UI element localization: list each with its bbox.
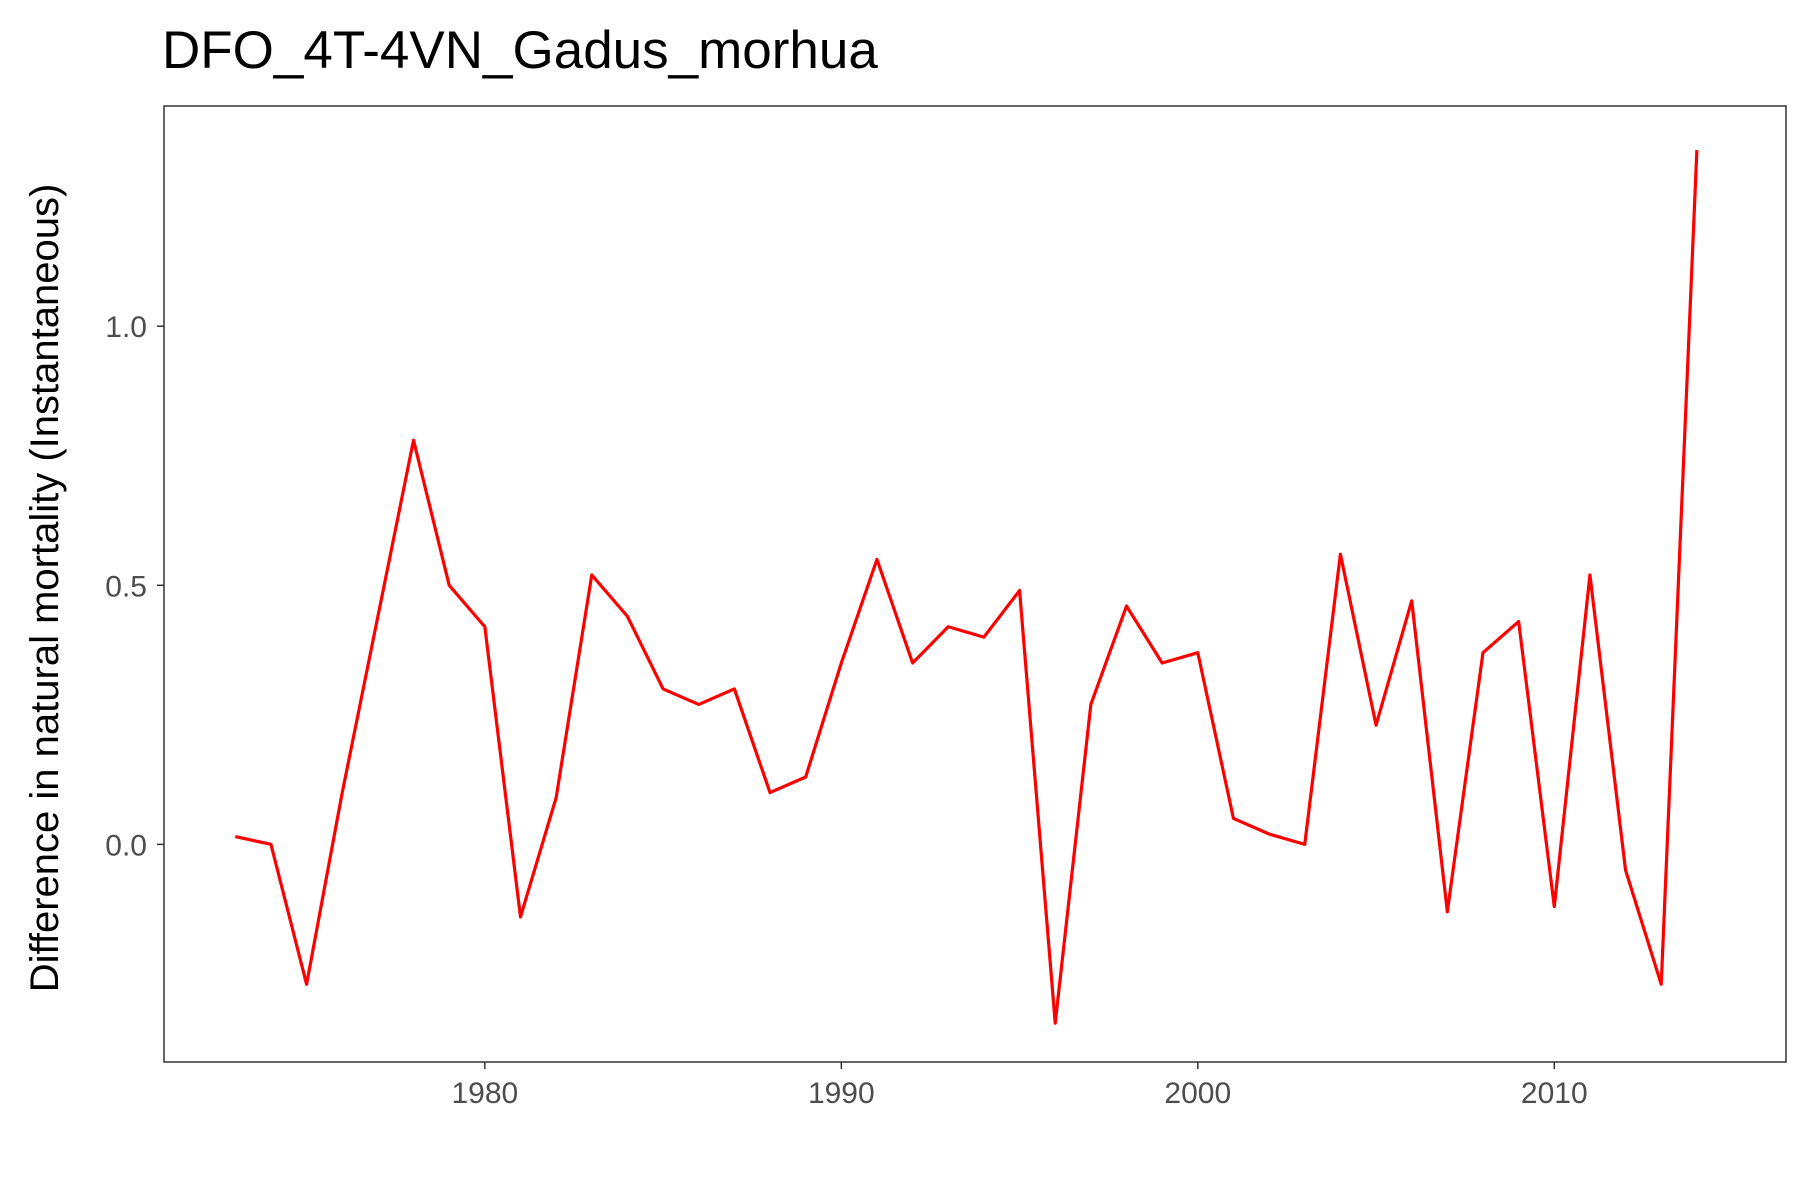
y-tick-label: 0.0: [105, 829, 147, 862]
plot-panel-border: [163, 105, 1787, 1063]
y-tick-label: 0.5: [105, 570, 147, 603]
chart-title: DFO_4T-4VN_Gadus_morhua: [162, 21, 878, 80]
y-axis-title: Difference in natural mortality (Instant…: [23, 184, 67, 993]
x-tick-label: 1990: [808, 1077, 875, 1110]
x-tick-label: 1980: [451, 1077, 518, 1110]
plot-area: 1980 1990 2000 2010 0.0 0.5 1.0: [105, 105, 1787, 1110]
series-line: [234, 149, 1699, 1025]
y-tick-label: 1.0: [105, 311, 147, 344]
x-tick-label: 2000: [1164, 1077, 1231, 1110]
x-tick-label: 2010: [1521, 1077, 1588, 1110]
